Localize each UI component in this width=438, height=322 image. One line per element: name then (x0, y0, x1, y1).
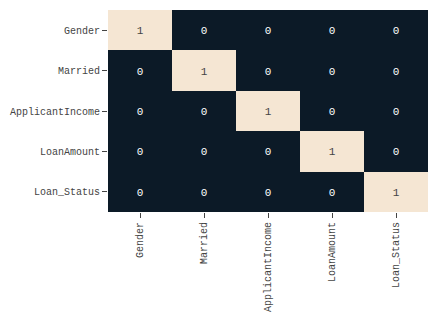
svg-text:Loan_Status: Loan_Status (391, 222, 402, 288)
svg-text:0: 0 (137, 66, 144, 78)
svg-text:0: 0 (393, 25, 400, 37)
svg-text:0: 0 (393, 66, 400, 78)
svg-text:0: 0 (329, 66, 336, 78)
svg-text:0: 0 (265, 187, 272, 199)
svg-text:0: 0 (265, 66, 272, 78)
svg-text:0: 0 (201, 146, 208, 158)
svg-text:0: 0 (137, 146, 144, 158)
svg-text:0: 0 (329, 25, 336, 37)
svg-text:0: 0 (329, 106, 336, 118)
svg-text:0: 0 (265, 25, 272, 37)
svg-text:0: 0 (393, 146, 400, 158)
svg-text:0: 0 (329, 187, 336, 199)
svg-text:LoanAmount: LoanAmount (327, 222, 338, 282)
svg-text:ApplicantIncome: ApplicantIncome (263, 222, 274, 312)
svg-text:1: 1 (265, 106, 272, 118)
svg-text:0: 0 (201, 187, 208, 199)
svg-text:0: 0 (265, 146, 272, 158)
svg-text:0: 0 (137, 187, 144, 199)
svg-text:0: 0 (201, 25, 208, 37)
svg-text:ApplicantIncome: ApplicantIncome (10, 107, 100, 118)
svg-text:Loan_Status: Loan_Status (34, 187, 100, 198)
svg-text:Gender: Gender (135, 222, 146, 258)
svg-text:1: 1 (201, 66, 208, 78)
svg-text:1: 1 (393, 187, 400, 199)
svg-text:1: 1 (137, 25, 144, 37)
svg-text:LoanAmount: LoanAmount (40, 147, 100, 158)
svg-text:Gender: Gender (64, 26, 100, 37)
svg-text:1: 1 (329, 146, 336, 158)
svg-text:0: 0 (201, 106, 208, 118)
svg-text:0: 0 (137, 106, 144, 118)
svg-text:Married: Married (199, 222, 210, 264)
svg-text:Married: Married (58, 66, 100, 77)
svg-text:0: 0 (393, 106, 400, 118)
